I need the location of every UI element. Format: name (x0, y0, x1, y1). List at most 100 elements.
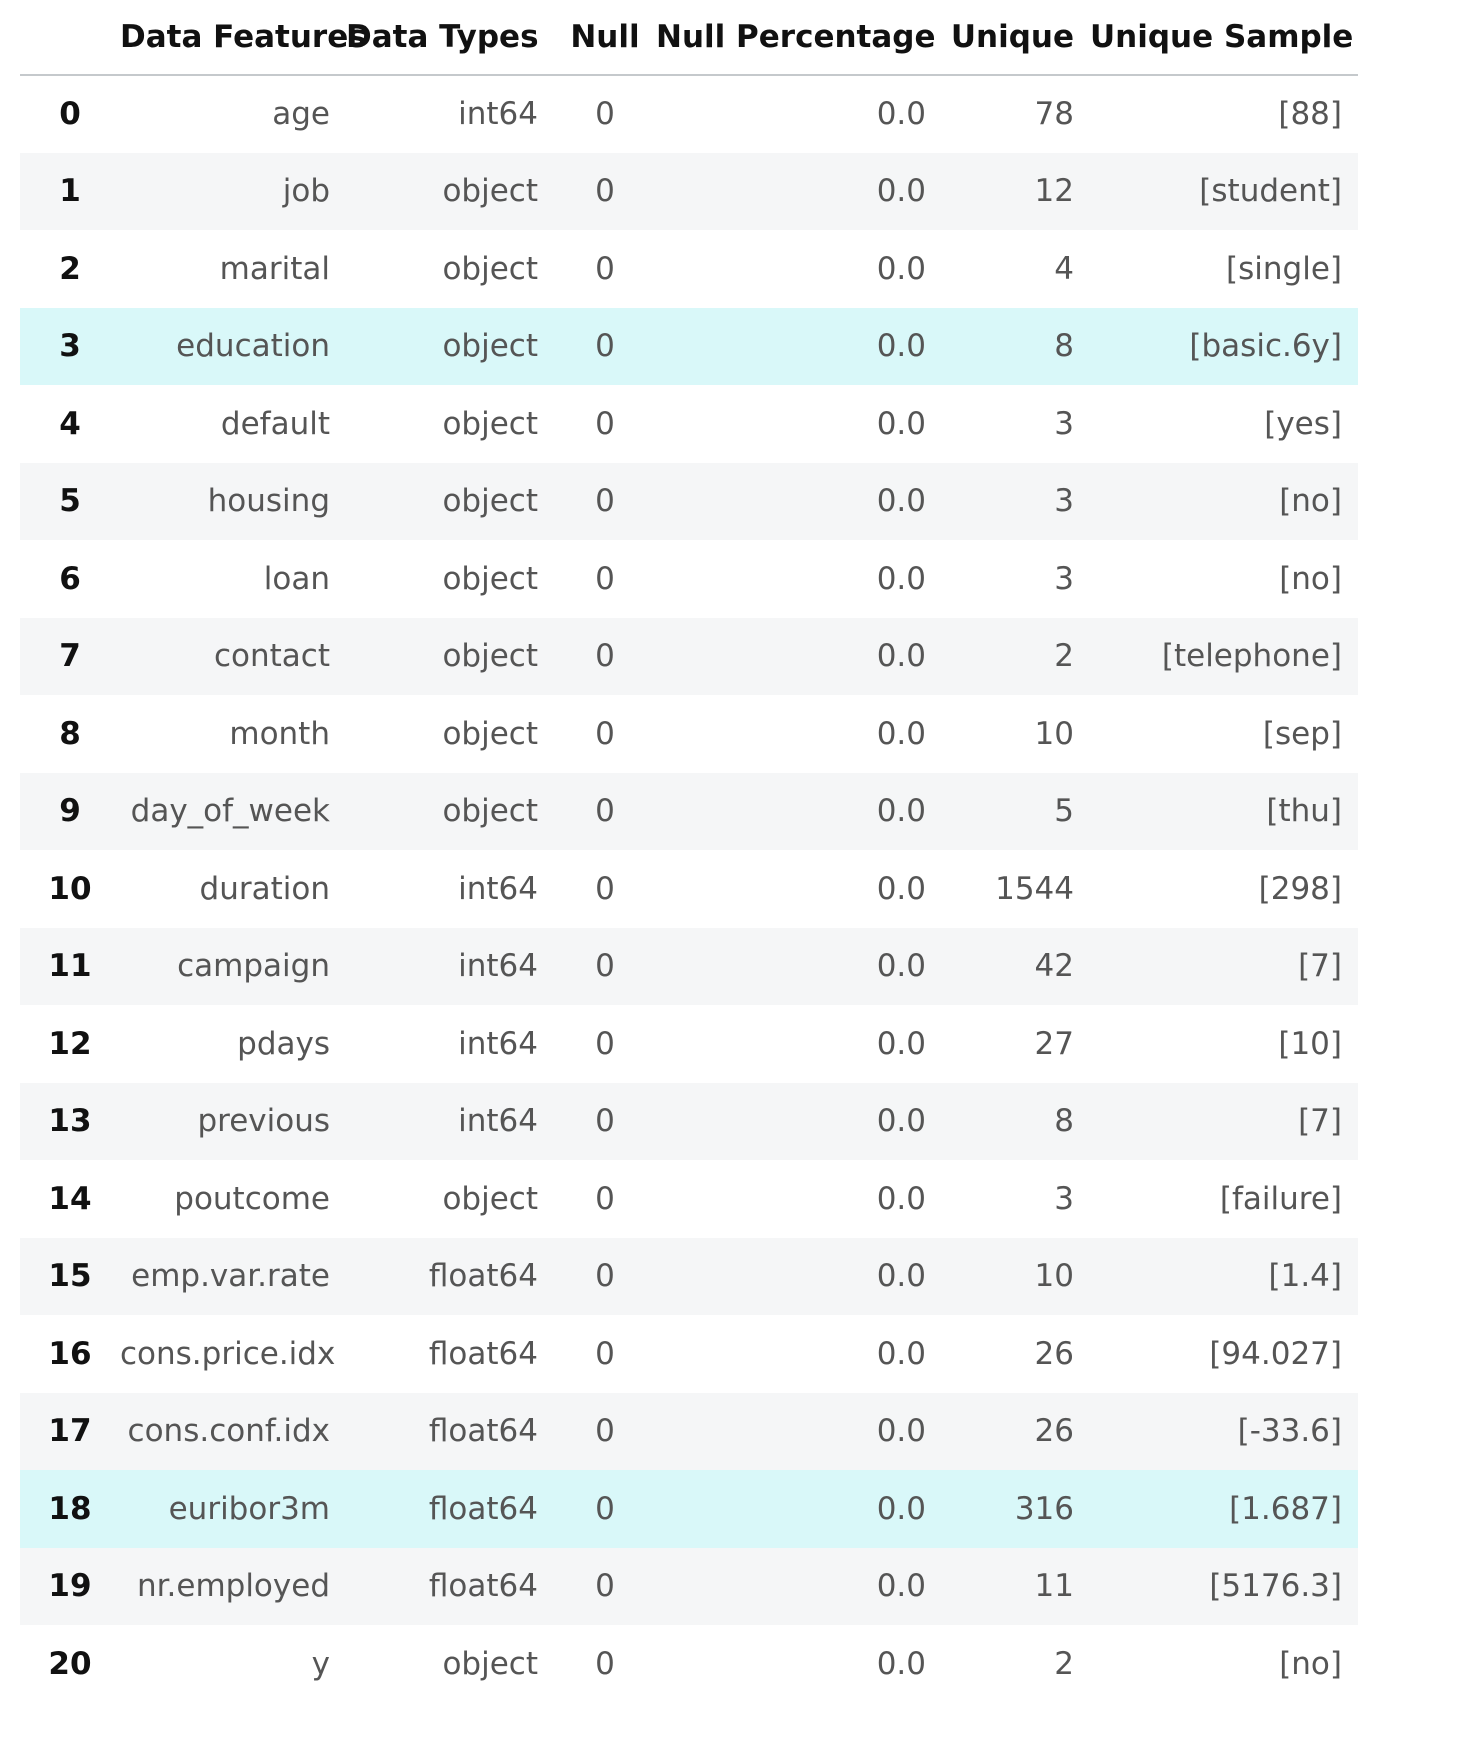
cell-unique: 3 (1054, 405, 1074, 442)
cell-data-type: float64 (428, 1490, 538, 1527)
cell-unique-sample: [no] (1279, 1645, 1342, 1682)
table-body: 0 age int64 0 0.0 78 [88] 1 job object 0 0.0 12 [stud… (20, 75, 1358, 1703)
cell-data-feature: job (282, 173, 330, 210)
cell-data-type: float64 (428, 1568, 538, 1605)
table-row: 7 contact object 0 0.0 2 [telephone] (20, 617, 1358, 695)
table-row: 14 poutcome object 0 0.0 3 [failure] (20, 1160, 1358, 1238)
cell-unique: 8 (1054, 328, 1074, 365)
column-header-data-types: Data Types (346, 0, 554, 76)
cell-unique-sample: [94.027] (1209, 1335, 1342, 1372)
cell-unique: 26 (1034, 1413, 1074, 1450)
cell-unique-sample: [yes] (1264, 405, 1342, 442)
cell-data-feature: euribor3m (168, 1490, 330, 1527)
cell-data-type: object (442, 405, 538, 442)
row-index: 11 (48, 948, 92, 985)
cell-data-feature: cons.price.idx (120, 1335, 336, 1372)
cell-unique: 8 (1054, 1103, 1074, 1140)
cell-null: 0 (595, 96, 615, 133)
row-index: 4 (59, 405, 81, 442)
cell-data-feature: duration (199, 870, 330, 907)
cell-null: 0 (595, 250, 615, 287)
cell-unique: 11 (1034, 1568, 1074, 1605)
table-row: 3 education object 0 0.0 8 [basic.6y] (20, 307, 1358, 385)
cell-null-percentage: 0.0 (876, 405, 926, 442)
cell-unique-sample: [10] (1278, 1025, 1342, 1062)
cell-data-type: object (442, 560, 538, 597)
cell-data-feature: poutcome (174, 1180, 330, 1217)
table-row: 8 month object 0 0.0 10 [sep] (20, 695, 1358, 773)
cell-null: 0 (595, 1413, 615, 1450)
cell-data-feature: cons.conf.idx (127, 1413, 330, 1450)
cell-null-percentage: 0.0 (876, 715, 926, 752)
row-index: 6 (59, 560, 81, 597)
cell-data-type: object (442, 638, 538, 675)
cell-data-type: int64 (458, 96, 538, 133)
cell-null: 0 (595, 870, 615, 907)
row-index: 20 (48, 1645, 92, 1682)
column-header-null: Null (554, 0, 656, 76)
index-header (20, 0, 120, 76)
row-index: 14 (48, 1180, 92, 1217)
column-header-null-percentage: Null Percentage (656, 0, 942, 76)
table-header-row: Data Features Data Types Null Null Perce… (20, 0, 1358, 76)
row-index: 5 (59, 483, 81, 520)
cell-null: 0 (595, 173, 615, 210)
cell-unique-sample: [no] (1279, 483, 1342, 520)
cell-null-percentage: 0.0 (876, 96, 926, 133)
cell-data-feature: marital (219, 250, 330, 287)
cell-null-percentage: 0.0 (876, 870, 926, 907)
cell-null-percentage: 0.0 (876, 793, 926, 830)
cell-unique-sample: [thu] (1266, 793, 1342, 830)
cell-data-feature: day_of_week (130, 793, 330, 830)
cell-null: 0 (595, 948, 615, 985)
cell-null-percentage: 0.0 (876, 1413, 926, 1450)
row-index: 1 (59, 173, 81, 210)
cell-data-type: int64 (458, 870, 538, 907)
cell-unique: 10 (1034, 1258, 1074, 1295)
row-index: 15 (48, 1258, 92, 1295)
cell-unique-sample: [student] (1199, 173, 1342, 210)
table-row: 16 cons.price.idx float64 0 0.0 26 [94.027] (20, 1315, 1358, 1393)
cell-null: 0 (595, 1568, 615, 1605)
cell-data-type: object (442, 250, 538, 287)
cell-data-type: object (442, 483, 538, 520)
cell-null: 0 (595, 328, 615, 365)
row-index: 13 (48, 1103, 92, 1140)
cell-data-type: object (442, 1180, 538, 1217)
cell-unique: 1544 (995, 870, 1074, 907)
cell-null-percentage: 0.0 (876, 948, 926, 985)
row-index: 12 (48, 1025, 92, 1062)
row-index: 8 (59, 715, 81, 752)
cell-null: 0 (595, 1103, 615, 1140)
cell-null: 0 (595, 405, 615, 442)
cell-null: 0 (595, 483, 615, 520)
cell-null: 0 (595, 1645, 615, 1682)
cell-unique: 78 (1034, 96, 1074, 133)
cell-data-feature: loan (263, 560, 330, 597)
cell-null-percentage: 0.0 (876, 1025, 926, 1062)
cell-unique-sample: [5176.3] (1209, 1568, 1342, 1605)
table-row: 19 nr.employed float64 0 0.0 11 [5176.3] (20, 1547, 1358, 1625)
table-row: 4 default object 0 0.0 3 [yes] (20, 385, 1358, 463)
cell-null-percentage: 0.0 (876, 328, 926, 365)
cell-null-percentage: 0.0 (876, 638, 926, 675)
cell-unique-sample: [7] (1298, 1103, 1342, 1140)
cell-data-type: object (442, 1645, 538, 1682)
row-index: 7 (59, 638, 81, 675)
cell-data-type: object (442, 328, 538, 365)
cell-null: 0 (595, 1180, 615, 1217)
row-index: 2 (59, 250, 81, 287)
cell-data-type: object (442, 173, 538, 210)
table-row: 20 y object 0 0.0 2 [no] (20, 1625, 1358, 1703)
table-row: 2 marital object 0 0.0 4 [single] (20, 230, 1358, 308)
cell-unique-sample: [telephone] (1161, 638, 1342, 675)
cell-unique-sample: [-33.6] (1237, 1413, 1342, 1450)
cell-data-feature: emp.var.rate (131, 1258, 330, 1295)
cell-unique-sample: [single] (1226, 250, 1342, 287)
cell-null-percentage: 0.0 (876, 1103, 926, 1140)
table-row: 18 euribor3m float64 0 0.0 316 [1.687] (20, 1470, 1358, 1548)
cell-unique-sample: [failure] (1219, 1180, 1342, 1217)
cell-data-feature: contact (213, 638, 330, 675)
cell-data-type: int64 (458, 948, 538, 985)
cell-data-feature: pdays (237, 1025, 330, 1062)
